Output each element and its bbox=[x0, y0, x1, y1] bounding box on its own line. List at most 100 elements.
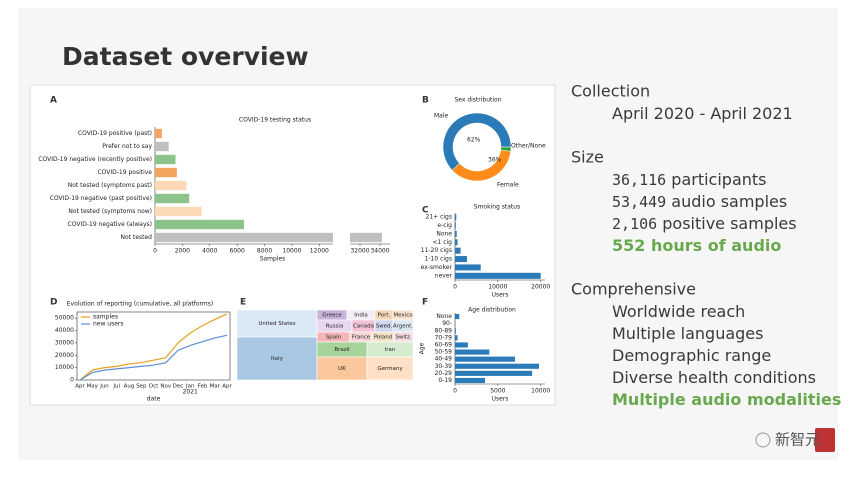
bar bbox=[155, 219, 244, 230]
chart-title: Sex distribution bbox=[454, 97, 501, 104]
bar bbox=[155, 128, 162, 139]
x-tick-label: Jun bbox=[99, 384, 109, 390]
tile-label: United States bbox=[258, 321, 295, 327]
item-text: Multiple languages bbox=[612, 324, 763, 343]
item-text: Multiple audio modalities bbox=[612, 390, 841, 409]
y-tick-label: Not tested bbox=[121, 234, 153, 241]
panel-letter: C bbox=[422, 206, 429, 216]
x-tick-label: 12000 bbox=[310, 248, 329, 255]
bar bbox=[455, 313, 460, 320]
bar bbox=[455, 349, 490, 355]
bar bbox=[155, 167, 177, 178]
tile-label: Port. bbox=[378, 313, 391, 319]
x-tick-label: Apr bbox=[222, 384, 232, 390]
donut-slice bbox=[451, 149, 511, 182]
tile-label: India bbox=[354, 313, 368, 319]
tile-label: Brazil bbox=[334, 347, 350, 353]
y-axis-label: Age bbox=[419, 342, 426, 354]
bar bbox=[155, 206, 202, 217]
tile-label: UK bbox=[338, 366, 346, 372]
x-annotation: 2021 bbox=[183, 389, 198, 396]
x-tick-label: Dec bbox=[173, 384, 184, 390]
bar bbox=[455, 247, 461, 254]
bar bbox=[455, 264, 481, 271]
tile-label: Switz. bbox=[395, 335, 412, 341]
y-tick-label: 20-29 bbox=[435, 370, 453, 377]
chart-title: Age distribution bbox=[468, 307, 516, 314]
y-tick-label: 1-10 cigs bbox=[425, 256, 452, 263]
y-tick-label: 60-69 bbox=[435, 341, 453, 348]
slide-title: Dataset overview bbox=[62, 42, 309, 71]
y-tick-label: Not tested (symptoms now) bbox=[68, 208, 152, 215]
y-tick-label: None bbox=[436, 230, 452, 237]
x-tick-label: Sep bbox=[136, 384, 147, 390]
tile-label: Italy bbox=[271, 356, 284, 362]
bar bbox=[455, 328, 456, 334]
series-line bbox=[79, 334, 228, 381]
treemap-tile bbox=[236, 336, 318, 381]
item-text: April 2020 - April 2021 bbox=[612, 104, 793, 123]
x-tick-label: 0 bbox=[453, 284, 457, 291]
y-tick-label: COVID-19 positive bbox=[97, 169, 152, 176]
y-tick-label: COVID-19 negative (past positive) bbox=[50, 195, 152, 202]
panel-letter: A bbox=[50, 96, 57, 106]
bar bbox=[455, 230, 457, 237]
donut-slice bbox=[442, 112, 512, 171]
x-axis-label: Samples bbox=[260, 256, 286, 263]
x-tick-label: 10000 bbox=[531, 388, 550, 395]
panel-letter: D bbox=[50, 298, 57, 308]
bullet-item: Worldwide reach bbox=[612, 302, 745, 321]
y-tick-label: ex-smoker bbox=[421, 264, 453, 271]
x-tick-label: 2000 bbox=[175, 248, 190, 255]
y-tick-label: 80-89 bbox=[435, 327, 453, 334]
section-heading: Size bbox=[571, 148, 604, 167]
bullet-item: Demographic range bbox=[612, 346, 771, 365]
chart-title: Smoking status bbox=[474, 204, 520, 211]
x-tick-label: Feb bbox=[198, 384, 208, 390]
item-number: 36,116 bbox=[612, 171, 666, 189]
x-tick-label: May bbox=[87, 384, 99, 390]
y-tick-label: COVID-19 negative (always) bbox=[68, 221, 152, 228]
x-tick-label: Jul bbox=[112, 384, 120, 390]
bar bbox=[155, 193, 190, 204]
y-tick-label: 90- bbox=[442, 320, 452, 327]
tile-label: Mexico bbox=[393, 313, 413, 319]
x-tick-label: 6000 bbox=[230, 248, 245, 255]
series-line bbox=[79, 313, 228, 381]
y-tick-label: 30000 bbox=[55, 339, 74, 346]
tile-label: Argent. bbox=[393, 324, 413, 330]
treemap-tile bbox=[236, 309, 318, 338]
watermark: 新智元 bbox=[775, 431, 820, 449]
x-axis-label: Users bbox=[492, 396, 509, 403]
bar bbox=[455, 214, 457, 221]
item-text: Worldwide reach bbox=[612, 302, 745, 321]
bullet-item: Multiple audio modalities bbox=[612, 390, 841, 409]
tile-label: Greece bbox=[322, 313, 342, 319]
y-tick-label: e-cig bbox=[437, 222, 452, 229]
y-tick-label: 70-79 bbox=[435, 334, 453, 341]
item-number: 2,106 bbox=[612, 215, 657, 233]
bullet-item: Diverse health conditions bbox=[612, 368, 816, 387]
x-tick-label: Jan bbox=[185, 384, 195, 390]
value-label: 62% bbox=[467, 137, 481, 144]
y-tick-label: None bbox=[436, 313, 452, 320]
bar bbox=[455, 256, 467, 263]
x-tick-label: 10000 bbox=[488, 284, 507, 291]
item-text: audio samples bbox=[671, 192, 787, 211]
bullet-item: 36,116 participants bbox=[612, 170, 767, 189]
x-axis-label: Users bbox=[492, 292, 509, 299]
bar bbox=[455, 239, 458, 246]
tile-label: Iran bbox=[385, 347, 396, 353]
panel-letter: F bbox=[422, 298, 428, 308]
tile-label: Poland bbox=[374, 335, 392, 341]
plot-frame bbox=[76, 311, 231, 381]
x-tick-label: 20000 bbox=[531, 284, 550, 291]
x-tick-label: 0 bbox=[453, 388, 457, 395]
panel-letter: E bbox=[240, 298, 246, 308]
bullet-item: 53,449 audio samples bbox=[612, 192, 787, 211]
x-tick-label: 4000 bbox=[202, 248, 217, 255]
item-text: participants bbox=[671, 170, 766, 189]
bar bbox=[455, 370, 533, 376]
